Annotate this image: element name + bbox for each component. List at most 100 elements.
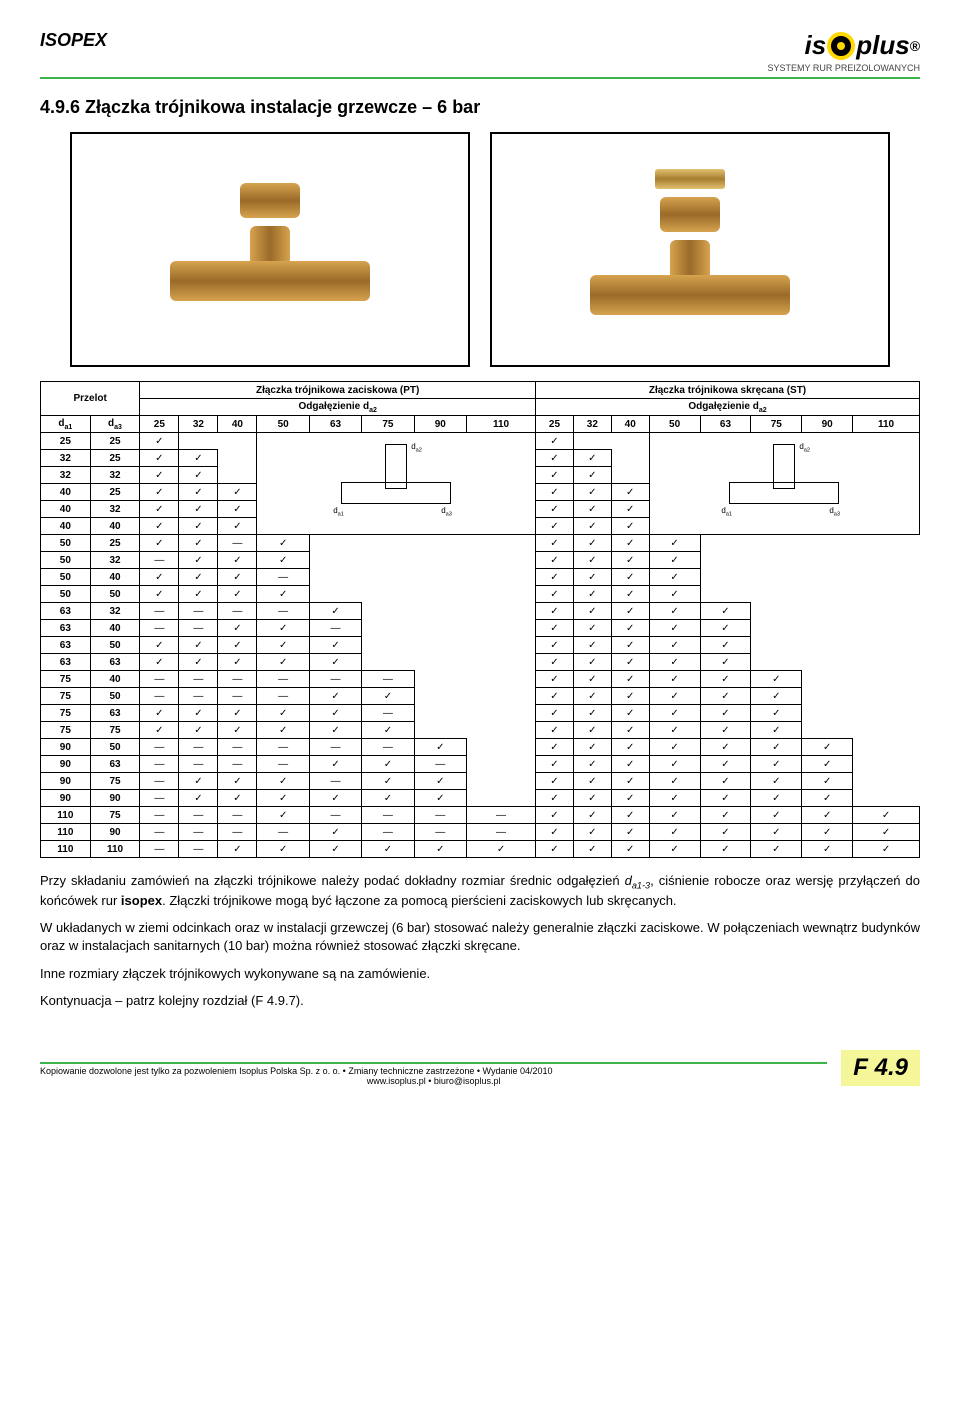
cell-pt: — (140, 620, 179, 637)
cell-pt (362, 620, 414, 637)
cell-pt (218, 467, 257, 484)
cell-st (853, 603, 920, 620)
cell-pt (414, 705, 466, 722)
cell-st (700, 586, 751, 603)
table-row: 7550————✓✓✓✓✓✓✓✓ (41, 688, 920, 705)
cell-st (802, 705, 853, 722)
cell-pt: ✓ (257, 637, 309, 654)
cell-pt: ✓ (257, 705, 309, 722)
cell-a3: 25 (90, 535, 140, 552)
cell-st: ✓ (700, 637, 751, 654)
cell-pt (309, 535, 361, 552)
cell-pt (467, 790, 536, 807)
cell-st (802, 569, 853, 586)
cell-st: ✓ (751, 688, 802, 705)
cell-st: ✓ (649, 807, 700, 824)
cell-pt: — (179, 671, 218, 688)
cell-a1: 32 (41, 450, 91, 467)
cell-st: ✓ (751, 824, 802, 841)
cell-st (700, 569, 751, 586)
cell-pt: ✓ (257, 535, 309, 552)
section-title: 4.9.6 Złączka trójnikowa instalacje grze… (40, 97, 920, 118)
cell-pt (362, 535, 414, 552)
cell-pt (218, 450, 257, 467)
table-row: 2525✓da2da1da3✓da2da1da3 (41, 433, 920, 450)
th-size: 63 (700, 416, 751, 433)
cell-a1: 40 (41, 484, 91, 501)
cell-pt (467, 705, 536, 722)
cell-st (573, 433, 611, 450)
cell-st: ✓ (802, 739, 853, 756)
cell-pt: — (140, 688, 179, 705)
cell-st: ✓ (611, 688, 649, 705)
cell-pt: ✓ (140, 433, 179, 450)
cell-pt: ✓ (414, 841, 466, 858)
cell-st (751, 620, 802, 637)
th-odg-pt: Odgałęzienie da2 (140, 399, 536, 416)
cell-a1: 50 (41, 569, 91, 586)
cell-st: ✓ (611, 586, 649, 603)
cell-pt: ✓ (414, 790, 466, 807)
cell-st: ✓ (649, 535, 700, 552)
cell-st: ✓ (573, 552, 611, 569)
cell-pt: ✓ (179, 484, 218, 501)
logo: is plus ® (805, 30, 920, 61)
cell-pt: — (467, 824, 536, 841)
cell-pt (467, 637, 536, 654)
cell-pt (467, 722, 536, 739)
cell-pt: ✓ (218, 705, 257, 722)
cell-pt: — (140, 552, 179, 569)
cell-pt (362, 552, 414, 569)
cell-st: ✓ (649, 552, 700, 569)
cell-st: ✓ (700, 841, 751, 858)
cell-st: ✓ (536, 671, 574, 688)
cell-a3: 25 (90, 433, 140, 450)
table-row: 6332————✓✓✓✓✓✓ (41, 603, 920, 620)
th-size: 110 (853, 416, 920, 433)
cell-st: ✓ (573, 467, 611, 484)
table-row: 11075———✓————✓✓✓✓✓✓✓✓ (41, 807, 920, 824)
cell-pt: — (218, 756, 257, 773)
th-size: 110 (467, 416, 536, 433)
cell-a3: 90 (90, 790, 140, 807)
cell-a1: 40 (41, 501, 91, 518)
cell-st: ✓ (611, 705, 649, 722)
cell-pt: — (140, 671, 179, 688)
cell-st (611, 450, 649, 467)
cell-st: ✓ (700, 654, 751, 671)
cell-a3: 75 (90, 722, 140, 739)
cell-st: ✓ (536, 603, 574, 620)
cell-pt: — (309, 773, 361, 790)
cell-a3: 40 (90, 671, 140, 688)
cell-pt: ✓ (467, 841, 536, 858)
cell-pt: — (179, 688, 218, 705)
paragraph-2: W układanych w ziemi odcinkach oraz w in… (40, 919, 920, 954)
cell-pt: ✓ (140, 722, 179, 739)
cell-st: ✓ (536, 620, 574, 637)
cell-pt (414, 688, 466, 705)
cell-st: ✓ (802, 790, 853, 807)
cell-pt: ✓ (218, 841, 257, 858)
cell-pt: — (140, 790, 179, 807)
cell-pt: — (257, 824, 309, 841)
cell-pt: — (414, 807, 466, 824)
cell-st (802, 620, 853, 637)
cell-st: ✓ (751, 773, 802, 790)
cell-pt: — (140, 807, 179, 824)
cell-pt (179, 433, 218, 450)
cell-pt: ✓ (179, 535, 218, 552)
th-dim: da1 (41, 416, 91, 433)
cell-st: ✓ (611, 552, 649, 569)
th-odg-st: Odgałęzienie da2 (536, 399, 920, 416)
cell-st: ✓ (536, 569, 574, 586)
table-row: 5050✓✓✓✓✓✓✓✓ (41, 586, 920, 603)
cell-pt: ✓ (414, 739, 466, 756)
table-row: 6350✓✓✓✓✓✓✓✓✓✓ (41, 637, 920, 654)
cell-st (853, 552, 920, 569)
cell-a3: 25 (90, 450, 140, 467)
cell-pt (414, 620, 466, 637)
cell-a1: 63 (41, 603, 91, 620)
cell-pt: ✓ (140, 484, 179, 501)
th-size: 75 (751, 416, 802, 433)
cell-a1: 75 (41, 722, 91, 739)
